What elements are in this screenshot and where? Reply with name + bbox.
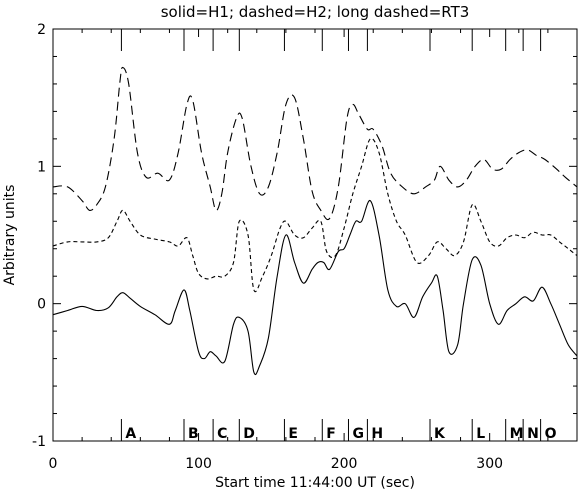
event-label: C xyxy=(217,426,227,442)
event-label: O xyxy=(545,426,557,442)
series-lines xyxy=(52,66,578,376)
x-tick-label: 100 xyxy=(185,456,212,472)
event-label: B xyxy=(188,426,199,442)
series-line-h2 xyxy=(52,137,578,293)
event-label: K xyxy=(434,426,446,442)
event-label: H xyxy=(371,426,383,442)
event-label: N xyxy=(527,426,539,442)
event-label: L xyxy=(476,426,485,442)
y-tick-label: -1 xyxy=(32,434,46,450)
event-label: F xyxy=(326,426,336,442)
event-label: D xyxy=(243,426,255,442)
chart-title: solid=H1; dashed=H2; long dashed=RT3 xyxy=(161,3,470,21)
x-tick-label: 0 xyxy=(49,456,58,472)
event-label: M xyxy=(510,426,524,442)
event-label: G xyxy=(352,426,364,442)
plot-frame xyxy=(52,28,578,442)
x-axis-label: Start time 11:44:00 UT (sec) xyxy=(215,475,415,491)
y-tick-label: 1 xyxy=(37,159,46,175)
event-label: E xyxy=(288,426,298,442)
series-line-h1 xyxy=(52,200,578,376)
x-tick-label: 200 xyxy=(331,456,358,472)
y-tick-label: 0 xyxy=(37,297,46,313)
x-tick-label: 300 xyxy=(476,456,503,472)
event-label: A xyxy=(125,426,136,442)
series-line-rt3 xyxy=(52,66,578,221)
y-axis-label: Arbitrary units xyxy=(2,185,18,286)
y-tick-label: 2 xyxy=(37,22,46,38)
